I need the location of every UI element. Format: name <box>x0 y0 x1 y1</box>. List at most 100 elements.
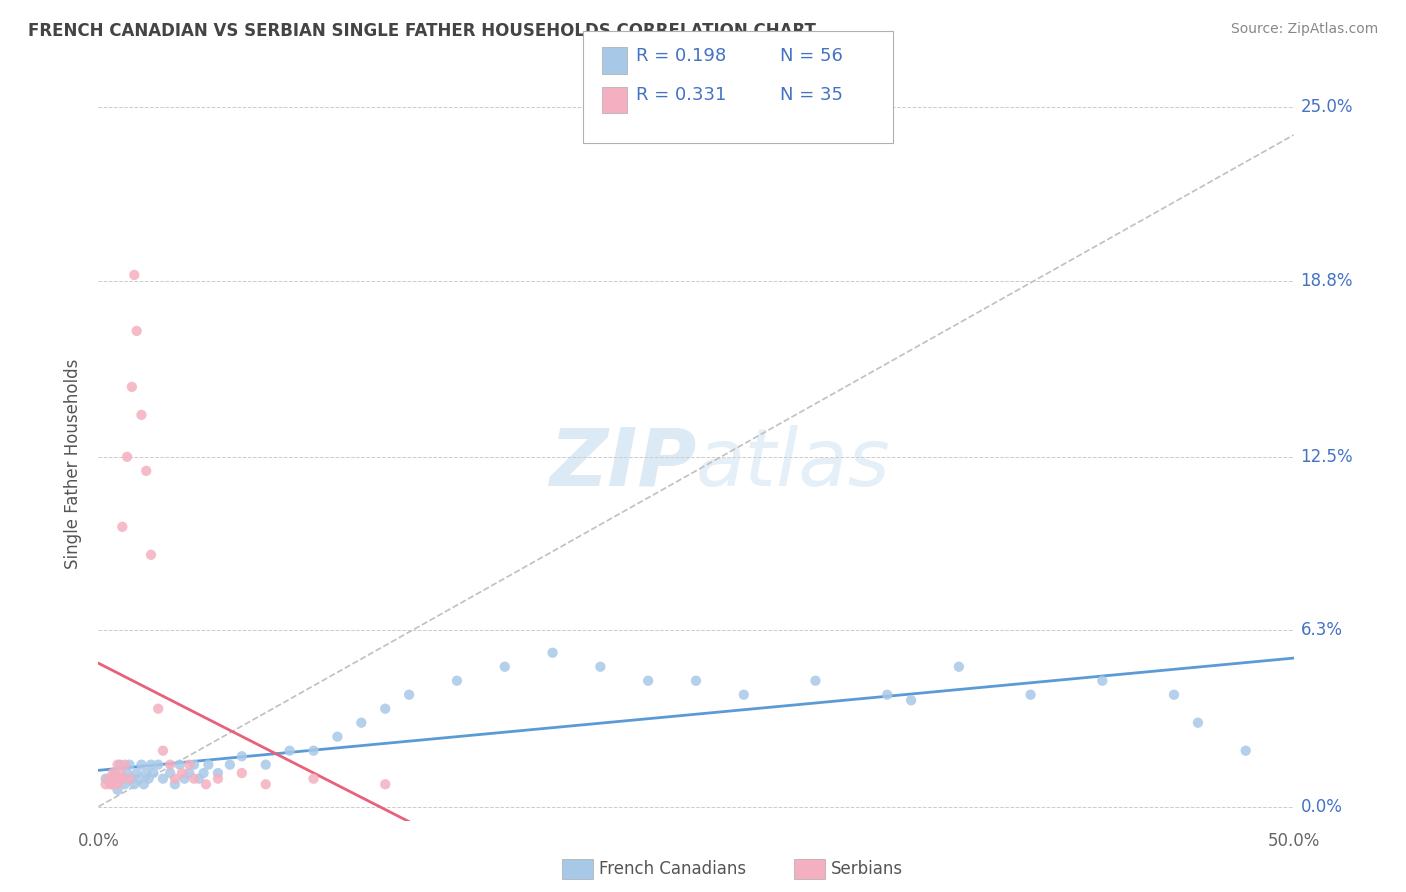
Text: 18.8%: 18.8% <box>1301 271 1353 290</box>
Point <box>111 772 134 786</box>
Point <box>398 688 420 702</box>
Point <box>98 777 122 791</box>
Point <box>128 772 150 786</box>
Y-axis label: Single Father Households: Single Father Households <box>65 359 83 569</box>
Point <box>254 777 277 791</box>
Point <box>219 757 242 772</box>
Text: atlas: atlas <box>696 425 891 503</box>
Point <box>1187 715 1209 730</box>
Point <box>302 744 325 758</box>
Point <box>139 757 162 772</box>
Point <box>148 757 170 772</box>
Point <box>118 772 141 786</box>
Text: ZIP: ZIP <box>548 425 696 503</box>
Point <box>107 777 129 791</box>
Point <box>101 777 124 791</box>
Point <box>1163 688 1185 702</box>
Point <box>101 777 124 791</box>
Text: 12.5%: 12.5% <box>1301 448 1353 466</box>
Point <box>94 772 117 786</box>
Point <box>159 757 181 772</box>
Point <box>350 715 373 730</box>
Point <box>231 749 253 764</box>
Point <box>107 757 129 772</box>
Point <box>187 772 209 786</box>
Point <box>148 702 170 716</box>
Point <box>115 450 138 464</box>
Point <box>135 766 157 780</box>
Point <box>231 766 253 780</box>
Point <box>97 772 120 786</box>
Point <box>169 757 191 772</box>
Text: 0.0%: 0.0% <box>1301 797 1343 815</box>
Point <box>152 772 174 786</box>
Point <box>637 673 659 688</box>
Point <box>152 744 174 758</box>
Point <box>254 757 277 772</box>
Point <box>183 757 205 772</box>
Point <box>111 520 134 534</box>
Point <box>111 772 134 786</box>
Point <box>179 766 201 780</box>
Point <box>138 772 160 786</box>
Point <box>139 548 162 562</box>
Point <box>142 766 165 780</box>
Point <box>804 673 827 688</box>
Point <box>326 730 349 744</box>
Text: R = 0.198: R = 0.198 <box>636 47 725 65</box>
Point <box>132 777 155 791</box>
Point <box>159 766 181 780</box>
Point <box>685 673 707 688</box>
Point <box>107 782 129 797</box>
Point <box>1091 673 1114 688</box>
Point <box>589 659 612 673</box>
Text: 6.3%: 6.3% <box>1301 622 1343 640</box>
Point <box>494 659 516 673</box>
Point <box>374 702 396 716</box>
Point <box>1234 744 1257 758</box>
Text: R = 0.331: R = 0.331 <box>636 87 725 104</box>
Point <box>163 777 186 791</box>
Point <box>876 688 898 702</box>
Point <box>108 766 131 780</box>
Point <box>135 464 157 478</box>
Point <box>104 772 127 786</box>
Point <box>173 772 195 786</box>
Point <box>207 772 229 786</box>
Point <box>108 772 131 786</box>
Point <box>131 408 153 422</box>
Point <box>541 646 564 660</box>
Point <box>125 766 148 780</box>
Text: Serbians: Serbians <box>831 860 903 878</box>
Text: 25.0%: 25.0% <box>1301 98 1353 116</box>
Point <box>114 777 136 791</box>
Text: FRENCH CANADIAN VS SERBIAN SINGLE FATHER HOUSEHOLDS CORRELATION CHART: FRENCH CANADIAN VS SERBIAN SINGLE FATHER… <box>28 22 815 40</box>
Text: N = 35: N = 35 <box>780 87 844 104</box>
Point <box>1019 688 1042 702</box>
Point <box>118 757 141 772</box>
Point <box>900 693 922 707</box>
Point <box>125 324 148 338</box>
Text: French Canadians: French Canadians <box>599 860 747 878</box>
Point <box>183 772 205 786</box>
Point <box>131 757 153 772</box>
Point <box>115 766 138 780</box>
Point <box>108 757 131 772</box>
Point <box>124 268 146 282</box>
Point <box>302 772 325 786</box>
Point <box>194 777 217 791</box>
Text: Source: ZipAtlas.com: Source: ZipAtlas.com <box>1230 22 1378 37</box>
Point <box>193 766 215 780</box>
Point <box>197 757 219 772</box>
Point <box>278 744 301 758</box>
Point <box>114 757 136 772</box>
Point <box>124 777 146 791</box>
Point <box>104 766 127 780</box>
Point <box>446 673 468 688</box>
Point <box>172 766 194 780</box>
Point <box>121 380 143 394</box>
Point <box>374 777 396 791</box>
Text: N = 56: N = 56 <box>780 47 844 65</box>
Point <box>179 757 201 772</box>
Point <box>104 772 127 786</box>
